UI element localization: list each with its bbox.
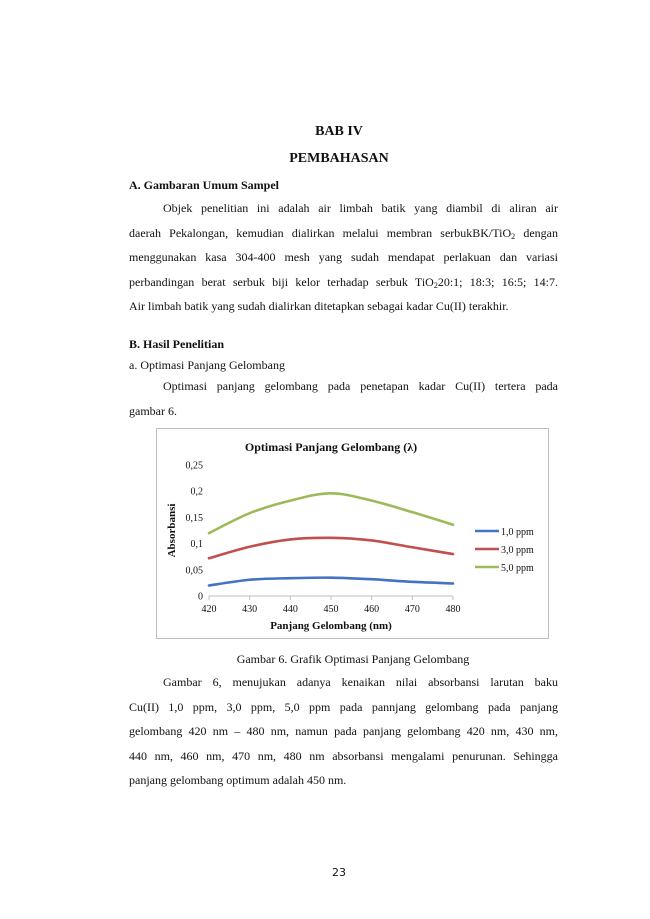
- x-axis-label: Panjang Gelombang (nm): [270, 620, 392, 632]
- chapter-title: PEMBAHASAN: [289, 151, 389, 166]
- legend-label: 5,0 ppm: [501, 563, 534, 574]
- paragraph-line: panjang gelombang optimum adalah 450 nm.: [129, 773, 347, 787]
- paragraph-line: Gambar 6, menujukan adanya kenaikan nila…: [163, 675, 558, 689]
- line-chart: Optimasi Panjang Gelombang (λ) 0 0,05 0,1 0,…: [166, 440, 534, 632]
- paragraph-line: Air limbah batik yang sudah dialirkan di…: [129, 299, 509, 313]
- page-number: 23: [332, 866, 346, 879]
- y-tick-label: 0,15: [186, 513, 204, 524]
- x-tick-label: 480: [446, 604, 461, 615]
- section-a-heading: A. Gambaran Umum Sampel: [129, 178, 280, 192]
- paragraph-line: perbandingan berat serbuk biji kelor ter…: [129, 274, 558, 290]
- paragraph-line: Objek penelitian ini adalah air limbah b…: [163, 201, 558, 215]
- legend-label: 3,0 ppm: [501, 545, 534, 556]
- chart-figure: Optimasi Panjang Gelombang (λ) 0 0,05 0,1 0,…: [156, 428, 549, 639]
- paragraph-line: Optimasi panjang gelombang pada penetapa…: [163, 379, 558, 393]
- x-tick-label: 440: [283, 604, 298, 615]
- section-a-paragraph: Objek penelitian ini adalah air limbah b…: [129, 196, 558, 319]
- paragraph-line: menggunakan kasa 304-400 mesh yang sudah…: [129, 250, 558, 264]
- x-tick-label: 470: [405, 604, 420, 615]
- paragraph-line: 440 nm, 460 nm, 470 nm, 480 nm absorbans…: [129, 748, 558, 763]
- section-b-paragraph: Optimasi panjang gelombang pada penetapa…: [129, 374, 558, 423]
- paragraph-line: Cu(II) 1,0 ppm, 3,0 ppm, 5,0 ppm pada pa…: [129, 699, 558, 714]
- y-tick-label: 0,25: [186, 461, 204, 472]
- figure-caption: Gambar 6. Grafik Optimasi Panjang Gelomb…: [236, 652, 470, 666]
- subsection-title: a. Optimasi Panjang Gelombang: [129, 358, 285, 372]
- x-tick-label: 420: [202, 604, 217, 615]
- section-b-heading: B. Hasil Penelitian: [129, 337, 225, 351]
- discussion-paragraph: Gambar 6, menujukan adanya kenaikan nila…: [129, 670, 558, 793]
- chapter-number: BAB IV: [315, 124, 363, 139]
- x-tick-label: 430: [242, 604, 257, 615]
- y-tick-label: 0,2: [191, 487, 204, 498]
- paragraph-line: gelombang 420 nm – 480 nm, namun pada pa…: [129, 724, 558, 738]
- y-axis-label: Absorbansi: [166, 504, 178, 558]
- series-line-3: [207, 491, 455, 535]
- y-tick-label: 0,1: [191, 539, 204, 550]
- x-tick-label: 460: [364, 604, 379, 615]
- series-line-1: [207, 576, 455, 587]
- paragraph-line: daerah Pekalongan, kemudian dialirkan me…: [129, 225, 558, 241]
- y-tick-label: 0,05: [186, 565, 204, 576]
- legend-label: 1,0 ppm: [501, 527, 534, 538]
- y-tick-label: 0: [198, 592, 203, 603]
- chart-title: Optimasi Panjang Gelombang (λ): [245, 440, 417, 454]
- paragraph-line: gambar 6.: [129, 403, 177, 418]
- series-line-2: [207, 536, 455, 560]
- x-tick-label: 450: [324, 604, 339, 615]
